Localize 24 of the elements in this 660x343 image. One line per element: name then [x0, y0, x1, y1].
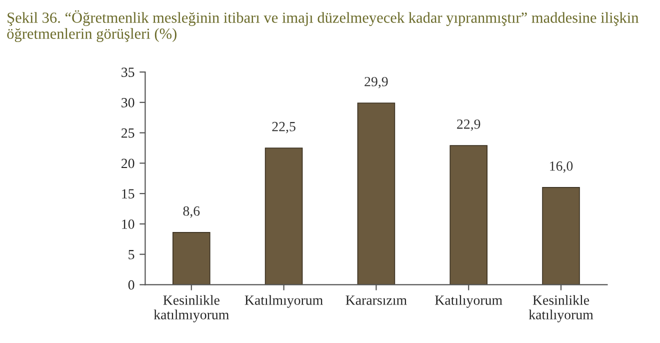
y-tick-label: 15: [122, 189, 134, 199]
bar: [357, 102, 396, 285]
data-label: 22,9: [457, 120, 480, 131]
y-tick-label: 25: [122, 128, 134, 138]
chart-title: Şekil 36. “Öğretmenlik mesleğinin itibarı ve imajı düzelmeyecek kadar yıpranmıştır” maddesine ilişkin öğretmenlerin görüşleri (%): [7, 10, 639, 42]
data-label: 29,9: [364, 76, 388, 88]
x-tick-label: Katılıyorum: [435, 295, 502, 308]
data-label: 22,5: [272, 122, 296, 134]
bar: [264, 148, 303, 285]
y-tick-label: 0: [128, 280, 134, 290]
bar: [172, 232, 210, 285]
x-tick-label: Katılmıyorum: [244, 295, 323, 308]
y-tick-label: 10: [122, 220, 134, 229]
x-tick-label: Kesinlikle katılıyorum: [528, 295, 594, 322]
x-tick-label: Kesinlikle katılmıyorum: [154, 295, 229, 322]
bar: [450, 145, 488, 285]
y-tick-label: 5: [128, 250, 134, 260]
data-label: 16,0: [550, 161, 573, 173]
y-tick-label: 20: [122, 158, 134, 168]
y-tick-label: 30: [122, 98, 134, 108]
y-tick-label: 35: [122, 68, 134, 77]
data-label: 8,6: [183, 206, 200, 218]
bar: [542, 187, 580, 285]
x-tick-label: Kararsızım: [346, 296, 407, 305]
